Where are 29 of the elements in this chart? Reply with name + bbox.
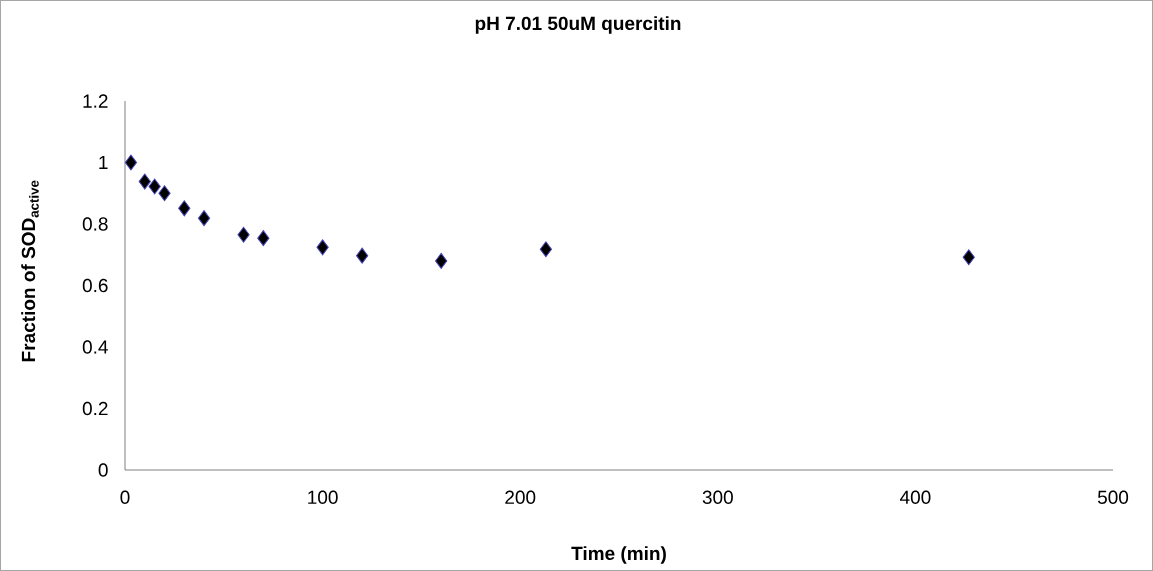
point [148, 178, 161, 195]
y-tick-label: 1.2 [83, 94, 108, 108]
point [197, 210, 211, 227]
point [138, 173, 151, 190]
point [158, 185, 171, 202]
y-tick-label: 0.8 [82, 217, 108, 231]
y-axis-title: Fraction of SOD$_{active}$ [21, 180, 39, 362]
y-tick-label: 1 [99, 155, 108, 170]
point [124, 154, 138, 171]
point [539, 241, 553, 258]
point [356, 247, 369, 264]
x-tick-label: 200 [505, 490, 536, 504]
point [435, 252, 448, 269]
y-tick-label: 0 [98, 463, 108, 477]
point [257, 230, 270, 247]
point [178, 200, 191, 217]
y-tick-label: 0.6 [82, 278, 108, 293]
y-tick-label: 0.2 [82, 401, 108, 416]
x-tick-label: 100 [308, 490, 338, 504]
point [237, 226, 250, 243]
point [316, 239, 329, 256]
chart-title: pH 7.01 50uM quercitin [475, 16, 681, 34]
y-tick-label: 0.4 [82, 340, 108, 354]
x-tick-label: 300 [702, 490, 733, 504]
point [962, 249, 975, 266]
x-tick-label: 0 [120, 490, 130, 504]
x-tick-label: 500 [1097, 490, 1129, 504]
x-tick-label: 400 [900, 490, 931, 504]
x-axis-title: Time (min) [571, 546, 666, 564]
